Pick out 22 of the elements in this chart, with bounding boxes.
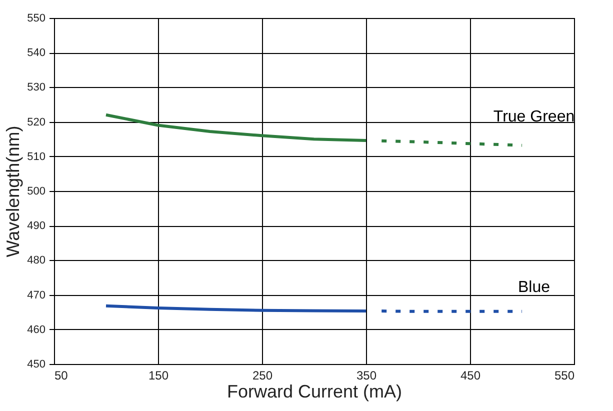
y-tick-label: 520 bbox=[27, 116, 46, 128]
y-tick-label: 460 bbox=[27, 324, 46, 336]
x-tick-label: 550 bbox=[554, 368, 575, 382]
x-axis-title: Forward Current (mA) bbox=[226, 382, 402, 402]
y-tick-label: 470 bbox=[27, 289, 46, 302]
y-tick-label: 500 bbox=[27, 186, 46, 198]
y-tick-label: 450 bbox=[27, 358, 46, 370]
x-tick-label: 150 bbox=[148, 368, 169, 382]
y-tick-label: 510 bbox=[27, 150, 46, 163]
x-tick-label: 450 bbox=[460, 368, 481, 382]
x-tick-label: 350 bbox=[356, 368, 377, 382]
y-tick-label: 490 bbox=[27, 220, 46, 232]
y-tick-label: 530 bbox=[27, 82, 46, 94]
text: True Green bbox=[493, 108, 575, 126]
x-tick-label: 250 bbox=[252, 368, 273, 382]
y-tick-label: 480 bbox=[27, 254, 46, 267]
text: Blue bbox=[518, 279, 550, 296]
y-axis-title: Wavelength(nm) bbox=[3, 126, 24, 258]
y-tick-label: 550 bbox=[27, 12, 46, 24]
line-series bbox=[104, 113, 368, 142]
x-tick-label: 50 bbox=[54, 368, 68, 382]
y-tick-label: 540 bbox=[27, 47, 46, 60]
